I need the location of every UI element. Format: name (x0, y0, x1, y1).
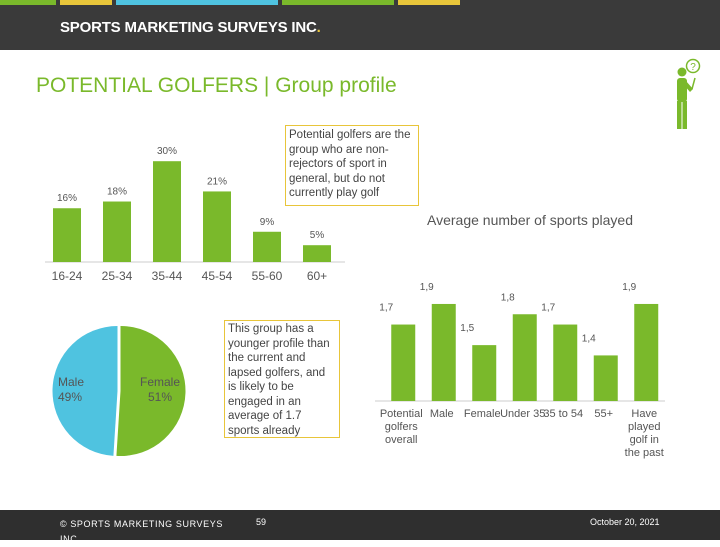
sports-bar-chart: Average number of sports played 1,7 Poten… (375, 212, 665, 459)
sports-category-label: Male (430, 408, 454, 420)
age-bar-value-label: 5% (310, 230, 325, 241)
age-category-label: 25-34 (102, 269, 133, 283)
header-bar: SPORTS MARKETING SURVEYS INC. (0, 0, 720, 50)
header-stripe (398, 0, 460, 5)
pie-slice-value: 51% (148, 390, 172, 404)
header-stripe (0, 0, 56, 5)
age-bar-value-label: 9% (260, 217, 275, 228)
page-number: 59 (256, 517, 267, 527)
age-category-label: 60+ (307, 269, 327, 283)
sports-bar (512, 314, 537, 401)
pie-slices (52, 326, 186, 456)
sports-bar-value-label: 1,9 (622, 282, 636, 293)
sports-category-label: 55+ (594, 408, 613, 420)
sports-bar (634, 303, 659, 401)
pie-slice-label: Female (140, 375, 180, 389)
sports-bars-group: 1,7 Potential golfers overall 1,9 Male 1,5 Fema… (379, 282, 664, 459)
age-bar-chart: 16% 16-24 18% 25-34 30% 35-44 21% 45-54 9% 55-60 5… (45, 146, 345, 283)
sports-bar (472, 345, 497, 401)
age-bar (303, 245, 331, 262)
header-stripe (116, 0, 278, 5)
age-bar (203, 191, 231, 262)
pie-slice-label: Male (58, 375, 84, 389)
sports-category-label: Potential golfers overall (380, 408, 423, 446)
footer-bar: © SPORTS MARKETING SURVEYS INC. 59 Octob… (0, 510, 720, 544)
sports-category-label: Under 35 (500, 408, 545, 420)
sports-bar-value-label: 1,8 (501, 292, 515, 303)
sports-chart-title: Average number of sports played (427, 212, 633, 228)
sports-bar-value-label: 1,7 (541, 303, 555, 314)
header-stripe (60, 0, 112, 5)
age-category-label: 45-54 (202, 269, 233, 283)
age-category-label: 35-44 (152, 269, 183, 283)
header-stripe (282, 0, 394, 5)
sports-bar (593, 355, 618, 401)
svg-text:?: ? (690, 62, 696, 73)
golfer-icon: ? (677, 58, 701, 129)
sports-category-label: Have played golf in the past (625, 408, 664, 459)
brand-logo: SPORTS MARKETING SURVEYS INC. (60, 19, 321, 36)
sports-bar-value-label: 1,5 (460, 323, 474, 334)
sports-category-label: 35 to 54 (543, 408, 583, 420)
sports-bar (391, 324, 416, 401)
pie-slice (116, 326, 186, 456)
sports-bar-value-label: 1,9 (420, 282, 434, 293)
age-bars-group: 16% 16-24 18% 25-34 30% 35-44 21% 45-54 9% 55-60 5… (52, 146, 331, 283)
pie-slice-value: 49% (58, 390, 82, 404)
sports-bar-value-label: 1,4 (582, 333, 596, 344)
footer-copyright: © SPORTS MARKETING SURVEYS INC. (60, 519, 223, 544)
age-bar (153, 161, 181, 262)
age-bar (103, 201, 131, 262)
page-title: POTENTIAL GOLFERS | Group profile (36, 74, 397, 97)
age-bar (53, 208, 81, 262)
pie-slice (52, 326, 118, 456)
sports-category-label: Female (464, 408, 501, 420)
age-category-label: 55-60 (252, 269, 283, 283)
age-bar (253, 231, 281, 262)
age-category-label: 16-24 (52, 269, 83, 283)
callout-definition: Potential golfers are the group who are … (285, 125, 419, 206)
age-bar-value-label: 16% (57, 193, 77, 204)
footer-date: October 20, 2021 (590, 517, 660, 527)
age-bar-value-label: 21% (207, 176, 227, 187)
sports-bar (431, 303, 456, 401)
age-bar-value-label: 30% (157, 146, 177, 157)
age-bar-value-label: 18% (107, 187, 127, 198)
sports-bar-value-label: 1,7 (379, 303, 393, 314)
callout-profile: This group has a younger profile than th… (224, 320, 340, 438)
sports-bar (553, 324, 578, 401)
